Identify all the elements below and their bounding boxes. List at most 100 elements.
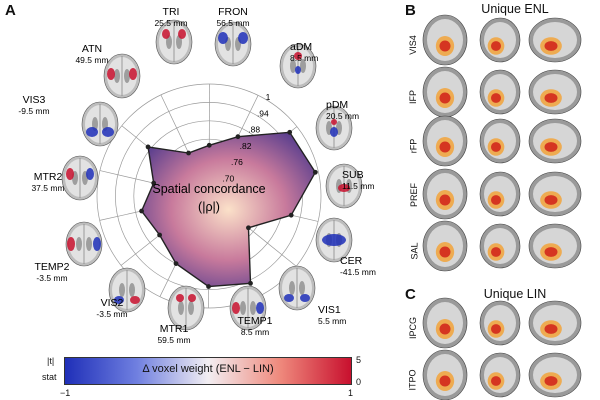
region-name-vis2: VIS2 — [101, 297, 124, 309]
radar-point — [206, 284, 211, 289]
radar-point — [312, 169, 318, 175]
region-name-mtr1: MTR1 — [160, 323, 189, 335]
region-name-vis3: VIS3 — [23, 94, 46, 106]
radar-point — [157, 232, 163, 238]
colorbar-left-value: −1 — [60, 388, 71, 398]
region-mm-cer: -41.5 mm — [340, 267, 376, 277]
radar-ring-label: 1 — [266, 92, 271, 102]
network-row-ipcg — [422, 297, 582, 349]
region-name-sub: SUB — [342, 169, 364, 181]
region-name-vis1: VIS1 — [318, 304, 341, 316]
radar-ring-label: .70 — [222, 173, 234, 183]
region-name-pdm: pDM — [326, 99, 348, 111]
radar-ring-label: .94 — [257, 108, 269, 118]
region-mm-vis3: -9.5 mm — [18, 106, 49, 116]
radar-point — [173, 261, 179, 266]
radar-ring-label: .82 — [240, 141, 252, 151]
network-row-pref — [422, 168, 582, 220]
region-name-mtr2: MTR2 — [34, 171, 63, 183]
region-mm-adm: 8.5 mm — [290, 53, 318, 63]
network-row-rfp — [422, 115, 582, 167]
radar-ring-label: .76 — [231, 157, 243, 167]
radar-points — [139, 129, 318, 289]
row-label-sal: SAL — [409, 242, 420, 260]
colorbar-t-min: 0 — [356, 377, 362, 387]
region-mm-mtr2: 37.5 mm — [31, 183, 64, 193]
radar-center-sublabel: (|ρ|) — [198, 200, 220, 214]
region-mm-sub: 11.5 mm — [342, 181, 374, 191]
region-name-temp1: TEMP1 — [237, 315, 272, 327]
region-name-fron: FRON — [218, 6, 248, 18]
radar-ring-label: .88 — [248, 125, 260, 135]
brain-thumbnail-vis3 — [81, 101, 119, 147]
row-label-pref: PREF — [409, 182, 420, 208]
region-mm-tri: 25.5 mm — [154, 18, 187, 28]
region-name-adm: aDM — [290, 41, 312, 53]
region-mm-fron: 56.5 mm — [216, 18, 249, 28]
panel-c-letter: C — [405, 286, 416, 303]
region-mm-vis1: 5.5 mm — [318, 316, 346, 326]
panel-bc-figure — [422, 14, 582, 400]
network-row-sal — [422, 220, 582, 272]
row-label-ipcg: IPCG — [408, 316, 419, 340]
brain-thumbnails — [61, 19, 363, 331]
brain-thumbnail-temp1 — [229, 285, 267, 331]
colorbar-t-max: 5 — [356, 355, 362, 365]
brain-thumbnail-temp2 — [65, 221, 103, 267]
panel-a-letter: A — [5, 2, 16, 19]
region-name-temp2: TEMP2 — [34, 261, 69, 273]
brain-thumbnail-vis1 — [278, 265, 316, 311]
panel-b-title: Unique ENL — [481, 2, 549, 16]
region-mm-vis2: -3.5 mm — [96, 309, 127, 319]
row-label-itpo: ITPO — [407, 369, 418, 391]
region-name-atn: ATN — [82, 43, 102, 55]
region-mm-atn: 49.5 mm — [75, 55, 108, 65]
panel-b-letter: B — [405, 2, 416, 19]
brain-thumbnail-sub — [325, 163, 363, 209]
region-mm-temp1: 8.5 mm — [241, 327, 269, 337]
radar-point — [288, 212, 294, 218]
colorbar-right-value: 1 — [348, 388, 354, 398]
brain-thumbnail-cer — [315, 217, 353, 263]
radar-point — [186, 150, 191, 156]
region-mm-pdm: 20.5 mm — [326, 111, 359, 121]
region-name-cer: CER — [340, 255, 363, 267]
brain-thumbnail-mtr1 — [167, 285, 205, 331]
colorbar-label: Δ voxel weight (ENL − LIN) — [142, 363, 274, 375]
network-row-vis4 — [422, 14, 582, 66]
radar-point — [145, 144, 151, 150]
colorbar-t-label: |t| — [47, 356, 55, 366]
brain-thumbnail-mtr2 — [61, 155, 99, 201]
row-label-ifp: IFP — [408, 89, 419, 105]
row-label-rfp: rFP — [408, 138, 419, 154]
brain-thumbnail-tri — [155, 19, 193, 65]
network-row-ifp — [422, 66, 582, 118]
brain-thumbnail-atn — [103, 53, 141, 99]
colorbar-stat-label: stat — [42, 372, 57, 382]
radar-polygon — [140, 131, 317, 288]
panel-c-title: Unique LIN — [483, 287, 547, 301]
radar-point — [235, 134, 241, 140]
radar-ring-labels: .70 .76 .82 .88 .94 1 — [222, 92, 270, 183]
radar-point — [287, 129, 293, 135]
radar-ring — [96, 83, 322, 309]
radar-point — [139, 208, 144, 214]
radar-center-label: Spatial concordance — [152, 182, 265, 196]
colorbar-gradient — [64, 357, 352, 385]
colorbar: Δ voxel weight (ENL − LIN) — [64, 357, 352, 385]
radar-point — [248, 280, 253, 286]
brain-thumbnail-fron — [214, 21, 252, 67]
region-mm-mtr1: 59.5 mm — [157, 335, 190, 345]
brain-thumbnail-pdm — [315, 105, 353, 151]
brain-thumbnail-adm — [279, 43, 317, 89]
radar-point — [206, 142, 212, 148]
radar-point — [151, 180, 157, 186]
network-row-itpo — [422, 349, 582, 400]
radar-point — [246, 225, 251, 231]
network-rows — [422, 14, 582, 400]
region-mm-temp2: -3.5 mm — [36, 273, 67, 283]
row-label-vis4: VIS4 — [407, 35, 418, 55]
brain-thumbnail-vis2 — [108, 267, 146, 313]
